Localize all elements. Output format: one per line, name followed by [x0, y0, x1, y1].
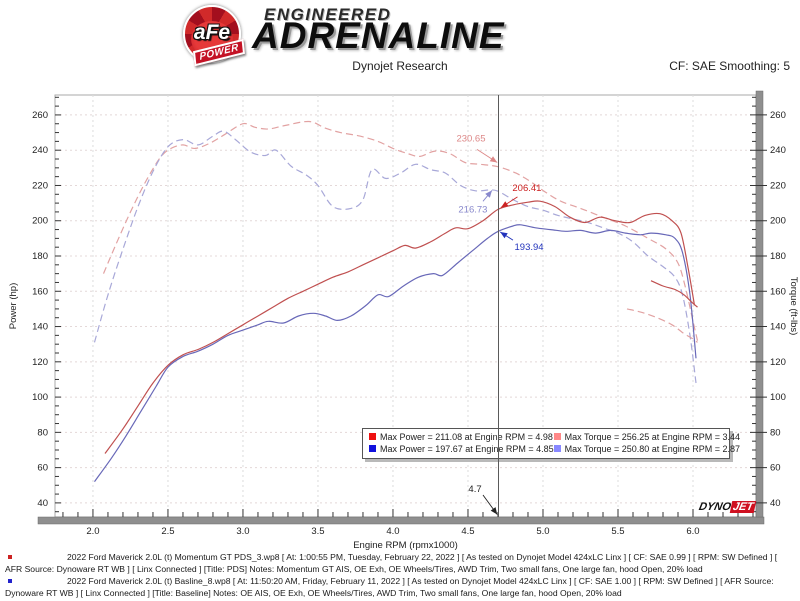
y-tick-label-left: 120: [32, 357, 48, 368]
x-tick-label: 4.5: [461, 526, 474, 537]
legend-label: Max Power = 211.08 at Engine RPM = 4.98: [380, 432, 553, 442]
legend-item: Max Power = 211.08 at Engine RPM = 4.98: [369, 431, 554, 443]
right-axis-bar: [755, 90, 764, 518]
afe-logo-text: aFe: [193, 21, 231, 44]
chart-title: Dynojet Research: [352, 59, 448, 73]
y-tick-label-left: 140: [32, 322, 48, 333]
curve-pds_torque: [102, 120, 699, 341]
curve-base_torque: [93, 130, 697, 384]
y-tick-label-right: 260: [770, 110, 786, 121]
curve-pds_power_tail: [650, 280, 698, 308]
x-axis-title: Engine RPM (rpmx1000): [353, 540, 458, 551]
y-tick-label-left: 260: [32, 110, 48, 121]
brand-line-adrenaline: ADRENALINE: [252, 15, 505, 56]
annotation-label: 230.65: [456, 134, 485, 145]
run-note-text: 2022 Ford Maverick 2.0L (t) Momentum GT …: [5, 552, 778, 574]
y-tick-label-left: 40: [37, 498, 48, 509]
legend-swatch-lightblue: [553, 445, 561, 452]
y-tick-label-left: 80: [37, 427, 48, 438]
annotation-arrowhead: [490, 507, 498, 515]
legend-label: Max Power = 197.67 at Engine RPM = 4.85: [380, 444, 554, 454]
y-tick-label-right: 100: [770, 392, 786, 403]
y-tick-label-right: 220: [770, 180, 786, 191]
y-axis-title-right: Torque (ft-lbs): [788, 277, 799, 336]
y-tick-label-right: 80: [770, 427, 781, 438]
curve-pds_torque_tail: [626, 308, 698, 343]
y-tick-label-left: 60: [37, 463, 48, 474]
x-tick-label: 5.5: [611, 526, 624, 537]
y-tick-label-right: 240: [770, 145, 786, 156]
annotation-label: 4.7: [468, 484, 481, 495]
x-tick-label: 2.5: [161, 526, 174, 537]
run-note-pds: 2022 Ford Maverick 2.0L (t) Momentum GT …: [0, 552, 796, 575]
annotation-arrowhead: [485, 190, 492, 198]
annotation-arrowhead: [489, 156, 498, 163]
y-tick-label-left: 180: [32, 251, 48, 262]
x-tick-label: 3.0: [236, 526, 249, 537]
legend-swatch-pink: [553, 433, 561, 440]
run-marker-blue: [8, 579, 12, 583]
run-note-baseline: 2022 Ford Maverick 2.0L (t) Basline_8.wp…: [0, 576, 796, 599]
legend-label: Max Torque = 250.80 at Engine RPM = 2.87: [564, 444, 741, 454]
legend: Max Power = 211.08 at Engine RPM = 4.98 …: [362, 428, 740, 459]
run-notes: 2022 Ford Maverick 2.0L (t) Momentum GT …: [0, 552, 796, 600]
brand-line-engineered: ENGINEERED: [264, 5, 392, 24]
x-axis-bar: [37, 516, 765, 525]
y-tick-label-left: 240: [32, 145, 48, 156]
y-tick-label-left: 160: [32, 286, 48, 297]
x-tick-label: 3.5: [311, 526, 324, 537]
legend-label: Max Torque = 256.25 at Engine RPM = 3.44: [564, 432, 741, 442]
y-tick-label-right: 140: [770, 322, 786, 333]
y-axis-title-left: Power (hp): [8, 283, 19, 329]
x-tick-label: 6.0: [686, 526, 699, 537]
legend-swatch-blue: [369, 445, 376, 452]
y-tick-label-right: 120: [770, 357, 786, 368]
dynojet-watermark-dyno: DYNO: [697, 501, 733, 513]
y-tick-label-left: 100: [32, 392, 48, 403]
annotation-label: 193.94: [515, 242, 544, 253]
y-tick-label-right: 40: [770, 498, 781, 509]
annotation-arrowhead: [500, 201, 509, 208]
dynojet-watermark-jet: JET: [729, 501, 757, 513]
y-tick-label-right: 180: [770, 251, 786, 262]
annotation-label: 206.41: [512, 183, 541, 194]
y-tick-label-right: 160: [770, 286, 786, 297]
smoothing-setting: CF: SAE Smoothing: 5: [669, 59, 790, 73]
legend-swatch-red: [369, 433, 376, 440]
rpm-cursor[interactable]: [498, 95, 499, 517]
curve-base_power: [94, 224, 697, 483]
annotation-arrowhead: [500, 232, 508, 239]
x-tick-label: 5.0: [536, 526, 549, 537]
y-tick-label-right: 200: [770, 216, 786, 227]
curve-pds_power: [104, 200, 696, 454]
annotation-label: 216.73: [458, 204, 487, 215]
x-tick-label: 4.0: [386, 526, 399, 537]
run-marker-red: [8, 555, 12, 559]
afe-power-logo-icon: aFe POWER: [183, 5, 246, 67]
legend-item: Max Power = 197.67 at Engine RPM = 4.85: [369, 443, 554, 455]
legend-item: Max Torque = 256.25 at Engine RPM = 3.44: [553, 431, 741, 443]
y-tick-label-left: 200: [32, 216, 48, 227]
dynojet-watermark: DYNOJET: [697, 501, 757, 513]
y-tick-label-left: 220: [32, 180, 48, 191]
y-tick-label-right: 60: [770, 463, 781, 474]
x-tick-label: 2.0: [86, 526, 99, 537]
legend-item: Max Torque = 250.80 at Engine RPM = 2.87: [553, 443, 741, 455]
run-note-text: 2022 Ford Maverick 2.0L (t) Basline_8.wp…: [5, 576, 774, 598]
